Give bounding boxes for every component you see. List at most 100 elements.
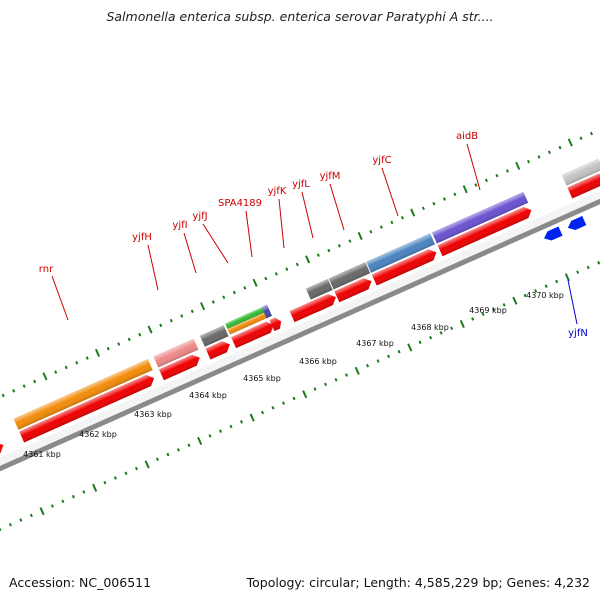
minor-tick <box>8 522 12 527</box>
cds-shade <box>19 375 155 443</box>
minor-tick <box>429 335 433 340</box>
leader-line <box>202 223 229 264</box>
minor-tick <box>117 342 121 346</box>
leader-line <box>567 279 578 325</box>
gene-label-aidb: aidB <box>456 131 478 142</box>
kbp-label: 4364 kbp <box>189 391 227 400</box>
leader-line <box>278 198 285 249</box>
plus-strand-features <box>13 158 600 430</box>
major-tick <box>564 273 570 282</box>
feature-shade <box>561 158 600 186</box>
gene-label-rnr: rnr <box>39 264 54 275</box>
minor-tick <box>481 312 485 317</box>
minor-tick <box>547 150 551 155</box>
major-tick <box>94 348 101 357</box>
gene-labels: rnr yjfH yjfI yjfJ SPA4189 yjfK yjfL yjfM yjfC ai… <box>39 131 588 339</box>
minor-tick <box>337 244 341 248</box>
leader-line <box>147 244 159 291</box>
minor-tick <box>222 295 226 300</box>
minor-tick <box>85 356 89 360</box>
leader-line <box>381 167 399 217</box>
minor-tick <box>400 215 404 220</box>
plus-strand-cds <box>0 173 600 463</box>
minor-tick <box>0 527 2 532</box>
minor-tick <box>492 307 496 312</box>
minor-tick <box>348 239 352 243</box>
major-tick <box>144 460 150 469</box>
minor-tick <box>22 384 26 388</box>
minor-tick <box>334 377 338 382</box>
minor-tick <box>439 331 443 335</box>
minor-tick <box>54 370 58 374</box>
minor-tick <box>450 326 454 331</box>
genome-backbone <box>0 116 600 535</box>
cds-shade <box>371 249 437 286</box>
kbp-label: 4362 kbp <box>79 430 117 439</box>
minor-tick <box>397 349 401 354</box>
minor-tick <box>597 261 600 265</box>
minor-tick <box>471 317 475 321</box>
feature-shade <box>13 358 153 430</box>
genome-summary-text: Topology: circular; Length: 4,585,229 bp… <box>246 575 590 590</box>
minor-tick <box>166 452 170 457</box>
minor-tick <box>75 360 79 365</box>
minor-tick <box>274 272 278 276</box>
minor-tick <box>453 192 457 197</box>
kbp-label: 4366 kbp <box>299 357 337 366</box>
minor-tick <box>390 220 394 225</box>
leader-line <box>183 232 197 274</box>
minor-tick <box>106 346 110 351</box>
minor-tick <box>421 206 425 211</box>
kbp-label: 4370 kbp <box>526 291 564 300</box>
major-tick <box>197 436 203 446</box>
minor-tick <box>474 183 478 187</box>
feature-shade <box>227 311 271 335</box>
minor-tick <box>495 173 499 178</box>
feature-shade <box>153 338 199 368</box>
minor-tick <box>285 267 289 271</box>
minor-tick <box>243 286 247 290</box>
major-tick <box>512 296 518 305</box>
minus-strand-cds <box>544 215 587 241</box>
gene-label-yjfm: yjfM <box>320 171 341 182</box>
minor-tick <box>432 201 436 206</box>
major-tick <box>249 413 255 422</box>
major-tick <box>357 231 363 241</box>
minor-tick <box>124 471 128 476</box>
minor-tick <box>484 178 488 183</box>
minor-tick <box>64 365 68 370</box>
minor-tick <box>295 262 299 267</box>
cds-shade <box>311 294 336 313</box>
minor-tick <box>82 490 86 494</box>
minor-tick <box>71 494 75 499</box>
leader-line <box>245 210 253 258</box>
minor-tick <box>366 363 370 368</box>
minor-tick <box>271 406 275 410</box>
minor-tick <box>208 434 212 438</box>
minor-tick <box>292 396 296 401</box>
minor-tick <box>169 318 173 323</box>
minor-tick <box>138 332 142 337</box>
minor-tick <box>281 401 286 405</box>
minor-tick <box>1 393 5 398</box>
minor-tick <box>576 270 580 274</box>
major-tick <box>305 255 311 264</box>
gene-label-yjfj: yjfJ <box>192 211 207 222</box>
minor-tick <box>579 136 583 141</box>
cds-shade <box>334 278 372 303</box>
feature-shade <box>431 191 529 244</box>
minor-tick <box>313 387 317 391</box>
minor-tick <box>190 309 194 314</box>
minor-tick <box>537 155 541 159</box>
minor-tick <box>379 225 383 229</box>
major-tick <box>567 138 573 147</box>
cds-shade <box>159 354 200 381</box>
minor-tick <box>127 337 131 342</box>
kbp-axis-labels: 4361 kbp 4362 kbp 4363 kbp 4364 kbp 4365 kbp… <box>23 291 564 459</box>
minor-tick <box>345 373 349 377</box>
cds-shade <box>567 173 600 199</box>
leader-line <box>329 183 345 231</box>
kbp-label: 4367 kbp <box>356 339 394 348</box>
kbp-label: 4361 kbp <box>23 450 61 459</box>
